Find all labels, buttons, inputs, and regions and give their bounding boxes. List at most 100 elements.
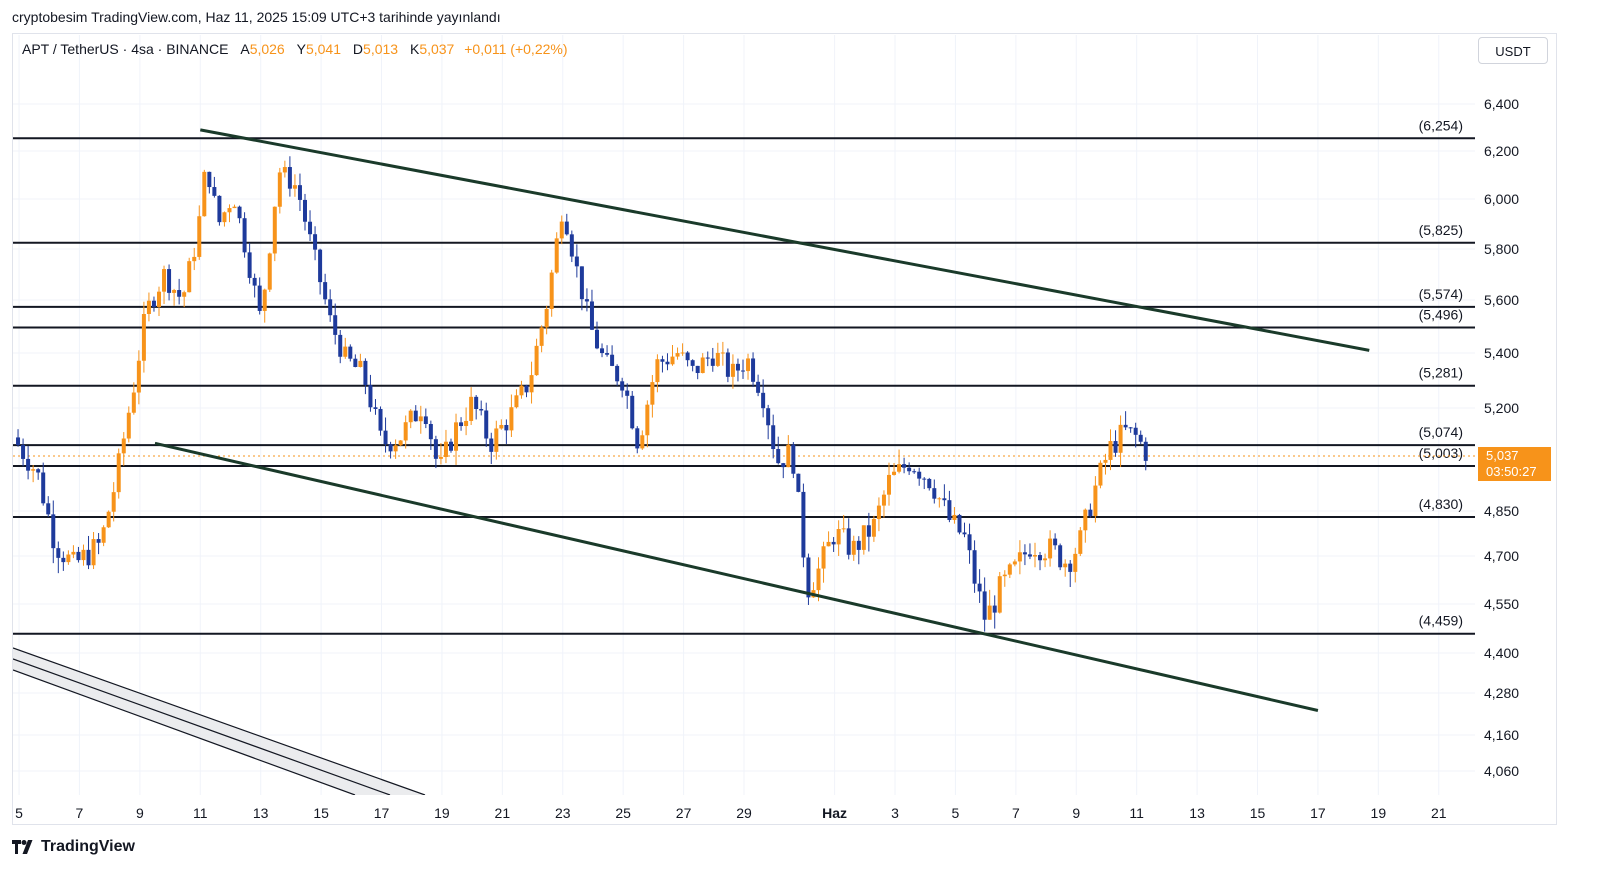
candle-up <box>106 511 111 528</box>
candle-up <box>418 416 423 422</box>
candle-down <box>373 407 378 409</box>
candle-up <box>529 375 534 393</box>
candle-down <box>942 498 947 501</box>
candle-down <box>448 441 453 451</box>
time-tick-label: 9 <box>1072 805 1080 821</box>
candle-up <box>141 314 146 361</box>
candle-down <box>932 488 937 499</box>
level-label: (5,496) <box>1419 307 1463 323</box>
last-price-tag: 5,037 03:50:27 <box>1478 447 1551 481</box>
candle-down <box>589 301 594 330</box>
candle-down <box>212 187 217 196</box>
time-tick-label: 21 <box>495 805 511 821</box>
candle-down <box>484 410 489 439</box>
candle-down <box>831 541 836 545</box>
candle-up <box>730 363 735 377</box>
candle-down <box>1113 441 1118 453</box>
candle-down <box>771 425 776 450</box>
candle-up <box>1083 509 1088 531</box>
candle-down <box>695 365 700 374</box>
candle-up <box>554 238 559 273</box>
open-value: 5,026 <box>249 41 285 57</box>
tradingview-logo-text: TradingView <box>41 838 135 855</box>
candle-up <box>786 444 791 468</box>
time-tick-label: 27 <box>676 805 692 821</box>
candle-down <box>348 346 353 359</box>
candle-down <box>725 352 730 377</box>
candle-up <box>1043 558 1048 561</box>
candle-up <box>187 261 192 293</box>
level-label: (5,003) <box>1419 445 1463 461</box>
price-tick-label: 5,600 <box>1484 292 1519 308</box>
candle-up <box>1063 563 1068 568</box>
candle-down <box>1053 538 1058 546</box>
time-tick-label: Haz <box>822 805 847 821</box>
candle-down <box>705 357 710 359</box>
candle-up <box>836 529 841 545</box>
candle-up <box>162 269 167 292</box>
candle-up <box>821 546 826 569</box>
candle-up <box>197 216 202 257</box>
price-tick-label: 4,400 <box>1484 645 1519 661</box>
open-label: A <box>240 41 250 57</box>
candle-up <box>101 527 106 543</box>
candle-down <box>579 266 584 300</box>
candle-down <box>308 221 313 235</box>
candle-down <box>237 206 242 219</box>
candle-up <box>438 457 443 459</box>
candles <box>16 156 1148 632</box>
candle-up <box>398 440 403 446</box>
candle-up <box>897 464 902 472</box>
candle-down <box>504 424 509 431</box>
candle-down <box>26 458 31 471</box>
candle-down <box>287 167 292 189</box>
candle-down <box>982 591 987 620</box>
candle-up <box>156 291 161 307</box>
candle-up <box>680 352 685 354</box>
candle-down <box>46 503 51 515</box>
candle-up <box>192 256 197 262</box>
chart-frame[interactable] <box>12 33 1557 825</box>
candle-down <box>922 478 927 480</box>
currency-button[interactable]: USDT <box>1478 37 1548 64</box>
candle-up <box>655 359 660 383</box>
low-value: 5,013 <box>363 41 399 57</box>
time-tick-label: 29 <box>736 805 752 821</box>
candle-up <box>172 290 177 293</box>
candle-down <box>710 358 715 366</box>
candle-up <box>715 352 720 366</box>
candle-down <box>856 540 861 550</box>
candle-up <box>408 410 413 423</box>
tradingview-logo[interactable]: TradingView <box>12 838 135 856</box>
candle-down <box>635 428 640 449</box>
candle-up <box>816 568 821 591</box>
candle-up <box>509 407 514 431</box>
candle-up <box>267 253 272 290</box>
parallel-channel-line-2 <box>13 658 391 795</box>
time-tick-label: 7 <box>76 805 84 821</box>
close-value: 5,037 <box>419 41 455 57</box>
candle-down <box>610 354 615 366</box>
candle-up <box>182 292 187 297</box>
candle-down <box>967 534 972 551</box>
time-axis: 5 7 9 11 13 15 17 19 21 23 25 27 29 Haz 3 5 7 9 11 13 15 17 19… <box>15 805 1447 821</box>
candle-up <box>519 385 524 396</box>
trendlines <box>154 128 1370 712</box>
time-tick-label: 21 <box>1431 805 1447 821</box>
candle-down <box>413 410 418 422</box>
candle-down <box>383 430 388 445</box>
time-tick-label: 19 <box>434 805 450 821</box>
candle-up <box>66 554 71 563</box>
candle-down <box>1128 427 1133 429</box>
candle-up <box>881 494 886 506</box>
price-tick-label: 6,200 <box>1484 143 1519 159</box>
symbol-name[interactable]: APT / TetherUS · 4sa · BINANCE <box>22 41 229 57</box>
grid <box>13 35 1475 795</box>
time-tick-label: 23 <box>555 805 571 821</box>
candle-up <box>403 422 408 441</box>
candle-down <box>207 171 212 188</box>
time-tick-label: 11 <box>193 805 208 821</box>
level-label: (6,254) <box>1419 117 1463 133</box>
candle-up <box>1032 555 1037 557</box>
